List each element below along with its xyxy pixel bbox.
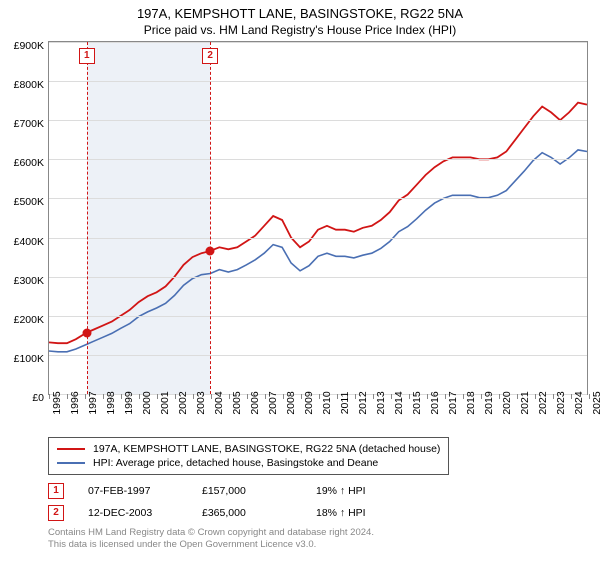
sale-price: £157,000 [202, 485, 292, 497]
legend-swatch [57, 448, 85, 450]
sale-date: 07-FEB-1997 [88, 485, 178, 497]
x-tick-label: 2008 [285, 391, 297, 414]
x-axis: 1995199619971998199920002001200220032004… [48, 399, 588, 439]
sale-marker-icon: 1 [48, 483, 64, 499]
y-tick-label: £300K [14, 275, 44, 287]
gridline [49, 277, 587, 278]
gridline [49, 120, 587, 121]
x-tick-label: 2014 [393, 391, 405, 414]
series-line [49, 150, 587, 352]
series-line [49, 103, 587, 344]
gridline [49, 316, 587, 317]
y-axis: £0£100K£200K£300K£400K£500K£600K£700K£80… [0, 46, 46, 398]
sale-price: £365,000 [202, 507, 292, 519]
gridline [49, 238, 587, 239]
x-tick-label: 2019 [483, 391, 495, 414]
gridline [49, 198, 587, 199]
gridline [49, 42, 587, 43]
sales-table: 1 07-FEB-1997 £157,000 19% ↑ HPI 2 12-DEC-200… [48, 483, 600, 521]
x-tick-label: 1997 [87, 391, 99, 414]
legend-label: HPI: Average price, detached house, Basi… [93, 457, 378, 469]
chart-subtitle: Price paid vs. HM Land Registry's House … [0, 23, 600, 37]
x-tick-label: 1999 [123, 391, 135, 414]
y-tick-label: £800K [14, 79, 44, 91]
x-tick-label: 1998 [105, 391, 117, 414]
sale-delta: 19% ↑ HPI [316, 485, 406, 497]
x-tick-label: 2002 [177, 391, 189, 414]
x-tick-label: 2023 [555, 391, 567, 414]
x-tick-label: 2016 [429, 391, 441, 414]
sale-row: 2 12-DEC-2003 £365,000 18% ↑ HPI [48, 505, 600, 521]
x-tick-label: 2011 [339, 392, 351, 415]
x-tick-label: 2007 [267, 391, 279, 414]
y-tick-label: £500K [14, 196, 44, 208]
x-tick-label: 2013 [375, 391, 387, 414]
footer: Contains HM Land Registry data © Crown c… [48, 527, 600, 552]
x-tick-label: 2003 [195, 391, 207, 414]
y-tick-label: £600K [14, 157, 44, 169]
x-tick-label: 2018 [465, 391, 477, 414]
gridline [49, 159, 587, 160]
sale-marker-line [87, 42, 88, 394]
y-tick-label: £0 [32, 392, 44, 404]
legend-swatch [57, 462, 85, 464]
x-tick-label: 2022 [537, 391, 549, 414]
legend-row: HPI: Average price, detached house, Basi… [57, 456, 440, 470]
x-tick-label: 2025 [591, 391, 600, 414]
footer-line: This data is licensed under the Open Gov… [48, 539, 600, 551]
gridline [49, 81, 587, 82]
sale-marker-icon: 2 [48, 505, 64, 521]
x-tick-label: 1996 [69, 391, 81, 414]
x-tick-label: 2004 [213, 391, 225, 414]
sale-marker-line [210, 42, 211, 394]
gridline [49, 355, 587, 356]
line-layer [49, 42, 587, 394]
y-tick-label: £400K [14, 236, 44, 248]
plot-area: 12 [48, 41, 588, 395]
y-tick-label: £900K [14, 40, 44, 52]
x-tick-label: 2000 [141, 391, 153, 414]
x-tick-label: 2024 [573, 391, 585, 414]
x-tick-label: 2020 [501, 391, 513, 414]
x-tick-label: 2015 [411, 391, 423, 414]
sale-marker-box: 2 [202, 48, 218, 64]
footer-line: Contains HM Land Registry data © Crown c… [48, 527, 600, 539]
x-tick-label: 2010 [321, 391, 333, 414]
y-tick-label: £100K [14, 353, 44, 365]
sale-point [206, 247, 215, 256]
x-tick [589, 394, 590, 399]
x-tick-label: 2005 [231, 391, 243, 414]
legend-row: 197A, KEMPSHOTT LANE, BASINGSTOKE, RG22 … [57, 442, 440, 456]
x-tick-label: 2006 [249, 391, 261, 414]
legend: 197A, KEMPSHOTT LANE, BASINGSTOKE, RG22 … [48, 437, 449, 475]
x-tick-label: 2001 [159, 391, 171, 414]
sale-row: 1 07-FEB-1997 £157,000 19% ↑ HPI [48, 483, 600, 499]
x-tick-label: 2017 [447, 391, 459, 414]
y-tick-label: £200K [14, 314, 44, 326]
sale-delta: 18% ↑ HPI [316, 507, 406, 519]
sale-point [82, 328, 91, 337]
x-tick-label: 2009 [303, 391, 315, 414]
x-tick-label: 1995 [51, 391, 63, 414]
sale-date: 12-DEC-2003 [88, 507, 178, 519]
chart-container: 197A, KEMPSHOTT LANE, BASINGSTOKE, RG22 … [0, 6, 600, 566]
legend-label: 197A, KEMPSHOTT LANE, BASINGSTOKE, RG22 … [93, 443, 440, 455]
sale-marker-box: 1 [79, 48, 95, 64]
y-tick-label: £700K [14, 118, 44, 130]
x-tick-label: 2012 [357, 391, 369, 414]
chart-title: 197A, KEMPSHOTT LANE, BASINGSTOKE, RG22 … [0, 6, 600, 21]
x-tick-label: 2021 [519, 391, 531, 414]
